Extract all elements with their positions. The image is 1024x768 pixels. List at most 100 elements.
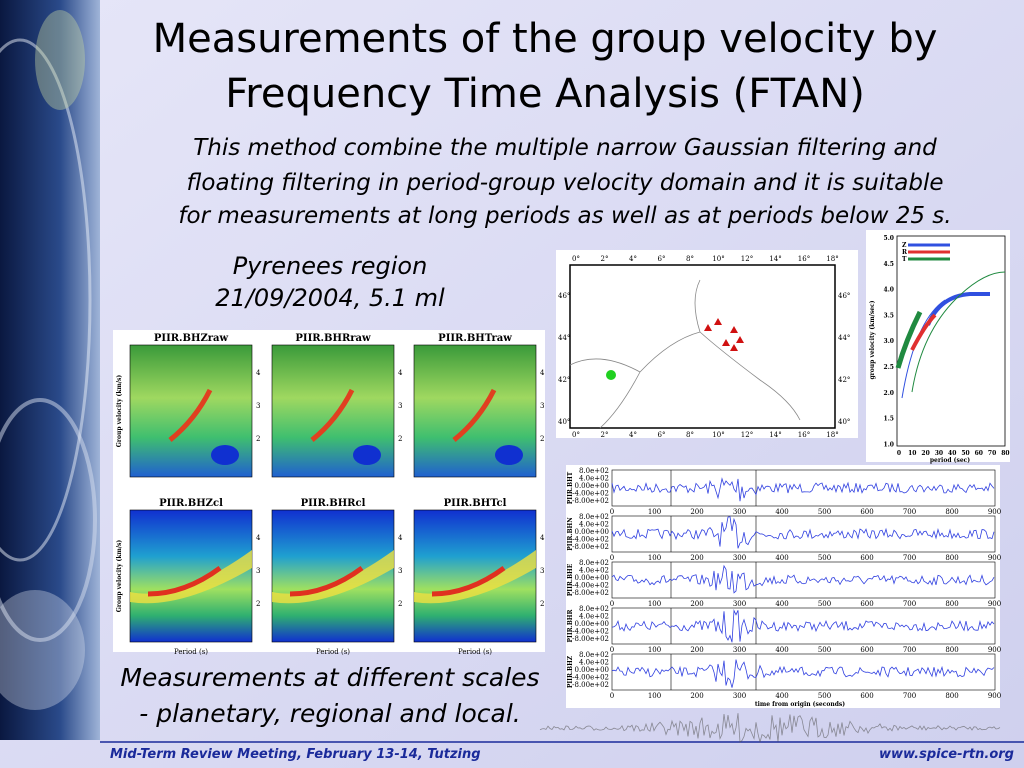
x-tick-label: 800: [945, 600, 958, 608]
legend-label: Z: [902, 242, 907, 249]
y-axis-label: Group velocity (km/s): [116, 540, 123, 613]
y-tick-label: 2.5: [884, 364, 894, 371]
ridge: [130, 550, 252, 604]
lon-tick-label: 14°: [769, 255, 781, 263]
x-tick-label: 200: [690, 692, 703, 700]
x-axis-label: Period (s): [174, 648, 208, 656]
lon-tick-label: 0°: [572, 255, 580, 263]
x-tick-label: 500: [818, 692, 831, 700]
y-tick-label: -8.00e+02: [572, 681, 609, 689]
y-tick-label: 4: [256, 369, 261, 377]
x-axis-label: period (sec): [930, 457, 970, 464]
x-tick-label: 0: [610, 508, 614, 516]
panel-title: PIIR.BHTcl: [444, 498, 507, 509]
trace-frame: [611, 469, 996, 507]
lon-tick-label: 12°: [741, 255, 753, 263]
x-tick-label: 900: [988, 600, 1001, 608]
x-axis-label: Period (s): [458, 648, 492, 656]
blob: [495, 445, 523, 465]
panel-title: PIIR.BHRcl: [301, 498, 366, 509]
plot-frame: [896, 235, 1006, 447]
ridge-core: [431, 565, 506, 597]
panel-title: PIIR.BHTraw: [438, 333, 512, 344]
lat-tick-label: 44°: [558, 334, 570, 342]
lon-tick-label: 12°: [741, 431, 753, 439]
caption-line: - planetary, regional and local.: [139, 699, 520, 728]
y-tick-label: -4.00e+02: [572, 536, 609, 544]
y-tick-label: 0.00e+00: [574, 482, 609, 490]
y-tick-label: 4: [256, 534, 261, 542]
ridge-core: [147, 565, 222, 597]
y-tick-label: 2: [398, 600, 402, 608]
y-axis-label: group velocity (km/sec): [869, 300, 876, 379]
x-tick-label: 600: [860, 600, 873, 608]
y-tick-label: 1.5: [884, 416, 894, 423]
map-frame: [569, 264, 836, 429]
x-tick-label: 200: [690, 508, 703, 516]
y-tick-label: -8.00e+02: [572, 635, 609, 643]
y-tick-label: 0.00e+00: [574, 528, 609, 536]
y-tick-label: 8.0e+02: [579, 651, 609, 659]
seismogram-figure: [566, 465, 1000, 708]
y-tick-label: 2: [398, 435, 402, 443]
y-tick-label: 4.0e+02: [579, 521, 609, 529]
x-tick-label: 500: [818, 508, 831, 516]
legend-label: T: [902, 256, 907, 263]
ridge-core: [289, 565, 364, 597]
lat-tick-label: 42°: [838, 376, 850, 384]
x-tick-label: 300: [733, 508, 746, 516]
y-tick-label: 1.0: [884, 441, 894, 448]
x-tick-label: 20: [921, 450, 929, 457]
x-tick-label: 900: [988, 554, 1001, 562]
x-tick-label: 0: [610, 646, 614, 654]
lon-tick-label: 18°: [826, 431, 838, 439]
y-tick-label: 4.0: [884, 287, 894, 294]
y-tick-label: -8.00e+02: [572, 589, 609, 597]
ridge: [414, 550, 536, 604]
lon-tick-label: 2°: [601, 431, 609, 439]
x-tick-label: 400: [775, 600, 788, 608]
channel-label: PIIR.BHZ: [567, 655, 574, 688]
event-line: 21/09/2004, 5.1 ml: [215, 284, 445, 312]
lon-tick-label: 16°: [798, 431, 810, 439]
channel-label: PIIR.BHN: [567, 517, 574, 551]
lat-tick-label: 46°: [558, 292, 570, 300]
trace: [611, 564, 995, 594]
y-tick-label: 4: [398, 534, 403, 542]
x-tick-label: 400: [775, 646, 788, 654]
x-tick-label: 200: [690, 600, 703, 608]
y-tick-label: -4.00e+02: [572, 628, 609, 636]
x-tick-label: 100: [648, 600, 661, 608]
trace-frame: [611, 607, 996, 645]
y-tick-label: 3: [256, 567, 260, 575]
footer-right: www.spice-rtn.org: [879, 747, 1014, 762]
blob: [211, 445, 239, 465]
footer-left: Mid-Term Review Meeting, February 13-14,…: [110, 747, 481, 762]
title-line: Frequency Time Analysis (FTAN): [225, 71, 865, 117]
earth-strip: [0, 0, 100, 740]
title-line: Measurements of the group velocity by: [153, 16, 938, 62]
x-tick-label: 40: [948, 450, 956, 457]
station: [730, 344, 738, 351]
x-tick-label: 500: [818, 600, 831, 608]
panel-image: [271, 344, 395, 478]
y-tick-label: 2: [256, 435, 260, 443]
y-tick-label: -4.00e+02: [572, 582, 609, 590]
x-tick-label: 600: [860, 554, 873, 562]
lon-tick-label: 8°: [686, 255, 694, 263]
y-tick-label: 4.0e+02: [579, 659, 609, 667]
ridge: [272, 550, 394, 604]
lat-tick-label: 46°: [838, 292, 850, 300]
y-tick-label: 4.5: [884, 261, 894, 268]
event: [606, 370, 616, 380]
station: [736, 336, 744, 343]
lon-tick-label: 8°: [686, 431, 694, 439]
description-line: floating filtering in period-group veloc…: [187, 170, 944, 196]
x-tick-label: 500: [818, 554, 831, 562]
x-tick-label: 700: [903, 646, 916, 654]
y-tick-label: 5.0: [884, 235, 894, 242]
curve: [911, 271, 1006, 393]
y-tick-label: 3: [398, 567, 402, 575]
x-tick-label: 300: [733, 692, 746, 700]
x-tick-label: 800: [945, 646, 958, 654]
